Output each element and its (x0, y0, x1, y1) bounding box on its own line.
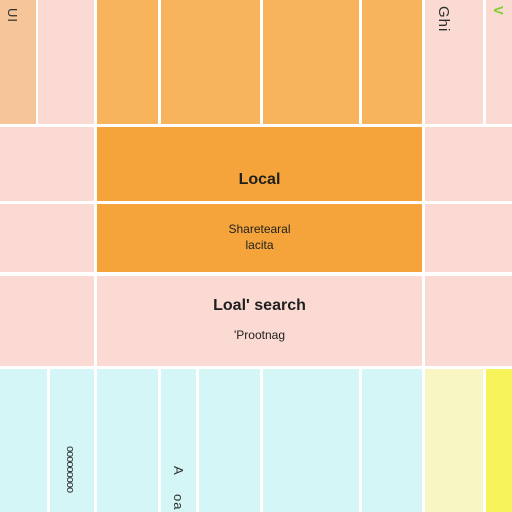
tile-bottom-3[interactable] (97, 369, 158, 512)
tile-top-left-b[interactable] (38, 0, 94, 124)
search-tile[interactable]: Loal' search 'Prootnag (97, 276, 422, 366)
local-tile-line1: Sharetearal (228, 222, 291, 236)
tile-top-right-b[interactable] (486, 0, 512, 124)
tile-row4-left[interactable] (0, 276, 94, 366)
tile-row4-right[interactable] (425, 276, 512, 366)
local-tile-line2: lacita (245, 238, 274, 252)
tile-bottom-6[interactable] (263, 369, 359, 512)
top-left-rotated-label: UI (5, 8, 20, 23)
local-tile[interactable]: Local (97, 127, 422, 201)
tile-top-3[interactable] (263, 0, 359, 124)
tile-bottom-4[interactable] (161, 369, 196, 512)
tile-top-right-a[interactable] (425, 0, 483, 124)
tile-row2-right[interactable] (425, 127, 512, 201)
search-tile-title: Loal' search (213, 297, 306, 314)
tile-top-1[interactable] (97, 0, 158, 124)
top-right-rotated-label: Ghi (435, 6, 452, 33)
tile-bottom-8[interactable] (425, 369, 483, 512)
tile-top-left-a[interactable] (0, 0, 36, 124)
local-tile-title: Local (238, 171, 281, 188)
local-tile-details[interactable]: Sharetearal lacita (97, 204, 422, 272)
tile-bottom-2[interactable] (50, 369, 94, 512)
bottom-mid-rotated-label-b: oa (171, 494, 186, 511)
tile-bottom-7[interactable] (362, 369, 422, 512)
tile-row3-left[interactable] (0, 204, 94, 272)
search-tile-subtitle: 'Prootnag (234, 328, 285, 342)
top-right-badge: V (491, 6, 506, 16)
bottom-left-rotated-label: ooooooooo (64, 446, 76, 493)
tile-row2-left[interactable] (0, 127, 94, 201)
bottom-mid-rotated-label-a: A (171, 466, 186, 476)
tile-row3-right[interactable] (425, 204, 512, 272)
tile-top-2[interactable] (161, 0, 260, 124)
tile-top-4[interactable] (362, 0, 422, 124)
tile-bottom-9[interactable] (486, 369, 512, 512)
tile-bottom-5[interactable] (199, 369, 260, 512)
tile-bottom-1[interactable] (0, 369, 47, 512)
